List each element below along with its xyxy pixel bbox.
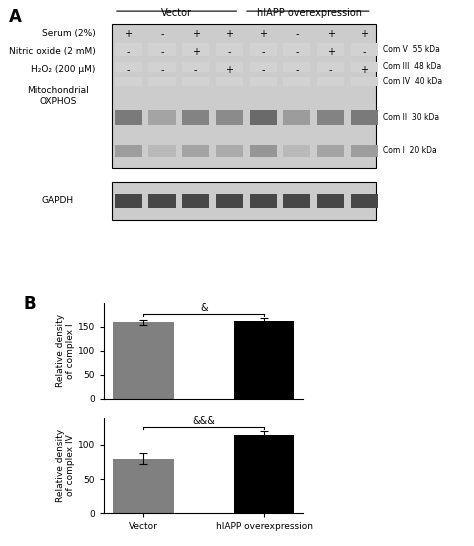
Bar: [113, 459, 173, 513]
Bar: [115, 43, 142, 56]
Bar: [250, 110, 277, 125]
Y-axis label: Relative density
of complex IV: Relative density of complex IV: [56, 429, 75, 502]
Bar: [115, 62, 142, 72]
Bar: [115, 110, 142, 125]
Bar: [283, 194, 310, 207]
Bar: [234, 321, 294, 399]
Bar: [250, 62, 277, 72]
Bar: [148, 43, 175, 56]
Text: -: -: [329, 65, 332, 75]
Text: Com I  20 kDa: Com I 20 kDa: [383, 146, 437, 156]
Text: B: B: [24, 295, 36, 313]
Bar: [317, 62, 344, 72]
Text: -: -: [295, 65, 299, 75]
Bar: [351, 145, 378, 157]
Text: +: +: [259, 29, 267, 39]
Text: Vector: Vector: [161, 8, 192, 17]
Text: Serum (2%): Serum (2%): [42, 29, 95, 38]
Bar: [216, 145, 243, 157]
Bar: [115, 145, 142, 157]
Bar: [115, 77, 142, 86]
Text: Com III  48 kDa: Com III 48 kDa: [383, 62, 442, 72]
Y-axis label: Relative density
of complex I: Relative density of complex I: [56, 314, 75, 387]
Text: -: -: [228, 47, 231, 57]
Text: -: -: [160, 29, 164, 39]
Bar: [317, 145, 344, 157]
Bar: [317, 43, 344, 56]
Bar: [283, 145, 310, 157]
Bar: [111, 23, 376, 168]
Bar: [148, 62, 175, 72]
Bar: [148, 194, 175, 207]
Bar: [283, 62, 310, 72]
Text: +: +: [360, 65, 368, 75]
Bar: [115, 194, 142, 207]
Bar: [111, 182, 376, 220]
Bar: [317, 194, 344, 207]
Text: +: +: [360, 29, 368, 39]
Bar: [182, 110, 210, 125]
Bar: [182, 62, 210, 72]
Text: +: +: [327, 47, 335, 57]
Text: +: +: [124, 29, 132, 39]
Bar: [182, 194, 210, 207]
Text: Com V  55 kDa: Com V 55 kDa: [383, 45, 440, 54]
Bar: [216, 77, 243, 86]
Text: A: A: [9, 8, 22, 26]
Text: -: -: [363, 47, 366, 57]
Text: H₂O₂ (200 μM): H₂O₂ (200 μM): [31, 66, 95, 74]
Bar: [216, 194, 243, 207]
Text: -: -: [261, 65, 265, 75]
Text: GAPDH: GAPDH: [42, 197, 74, 205]
Bar: [148, 145, 175, 157]
Text: +: +: [191, 47, 200, 57]
Bar: [317, 110, 344, 125]
Bar: [250, 43, 277, 56]
Bar: [216, 110, 243, 125]
Bar: [216, 43, 243, 56]
Text: +: +: [327, 29, 335, 39]
Bar: [250, 77, 277, 86]
Bar: [148, 77, 175, 86]
Text: &&&: &&&: [192, 416, 215, 426]
Text: &: &: [200, 303, 208, 313]
Bar: [283, 77, 310, 86]
Bar: [283, 43, 310, 56]
Text: +: +: [191, 29, 200, 39]
Text: -: -: [127, 65, 130, 75]
Text: +: +: [226, 29, 233, 39]
Text: -: -: [127, 47, 130, 57]
Bar: [113, 322, 173, 399]
Bar: [351, 194, 378, 207]
Bar: [234, 435, 294, 513]
Bar: [351, 62, 378, 72]
Text: Com IV  40 kDa: Com IV 40 kDa: [383, 77, 442, 86]
Text: hIAPP overexpression: hIAPP overexpression: [256, 8, 362, 17]
Text: +: +: [226, 65, 233, 75]
Bar: [351, 110, 378, 125]
Bar: [148, 110, 175, 125]
Text: -: -: [160, 65, 164, 75]
Bar: [182, 77, 210, 86]
Bar: [250, 194, 277, 207]
Text: Nitric oxide (2 mM): Nitric oxide (2 mM): [9, 48, 95, 56]
Text: -: -: [194, 65, 198, 75]
Bar: [351, 77, 378, 86]
Text: -: -: [295, 47, 299, 57]
Bar: [216, 62, 243, 72]
Bar: [317, 77, 344, 86]
Text: Mitochondrial
OXPHOS: Mitochondrial OXPHOS: [27, 86, 89, 105]
Text: -: -: [295, 29, 299, 39]
Bar: [351, 43, 378, 56]
Text: -: -: [160, 47, 164, 57]
Bar: [182, 145, 210, 157]
Text: -: -: [261, 47, 265, 57]
Text: Com II  30 kDa: Com II 30 kDa: [383, 113, 439, 122]
Bar: [182, 43, 210, 56]
Bar: [283, 110, 310, 125]
Bar: [250, 145, 277, 157]
